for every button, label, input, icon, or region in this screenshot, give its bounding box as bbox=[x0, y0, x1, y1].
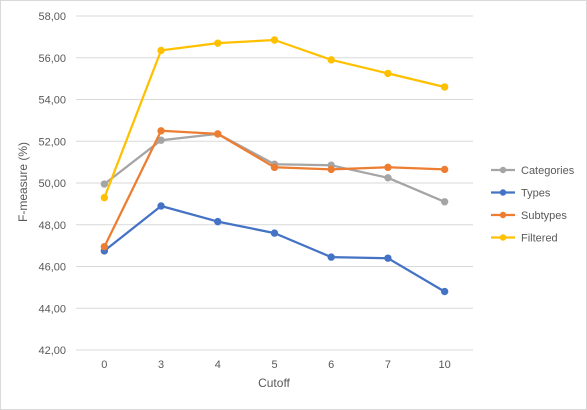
x-tick-label: 5 bbox=[271, 359, 277, 371]
data-point-subtypes bbox=[214, 130, 222, 138]
data-point-filtered bbox=[214, 39, 222, 47]
legend-marker bbox=[499, 166, 507, 174]
y-tick-label: 52,00 bbox=[38, 136, 66, 148]
legend: Categories Types Subtypes Filtered bbox=[491, 165, 575, 245]
data-point-types bbox=[327, 253, 335, 261]
legend-label: Categories bbox=[521, 165, 575, 177]
x-tick-label: 0 bbox=[101, 359, 107, 371]
y-tick-label: 46,00 bbox=[38, 262, 66, 274]
legend-label: Subtypes bbox=[521, 210, 567, 222]
data-point-categories bbox=[157, 136, 165, 144]
legend-item-filtered: Filtered bbox=[491, 233, 558, 245]
y-axis-title: F-measure (%) bbox=[16, 142, 30, 222]
x-tick-label: 4 bbox=[215, 359, 221, 371]
data-point-categories bbox=[384, 174, 392, 182]
data-point-categories bbox=[100, 180, 109, 188]
legend-label: Types bbox=[521, 188, 551, 200]
data-point-subtypes bbox=[270, 163, 279, 172]
x-axis-ticks: 0 3 4 5 6 7 10 bbox=[101, 359, 450, 371]
legend-item-subtypes: Subtypes bbox=[491, 210, 567, 222]
legend-label: Filtered bbox=[521, 233, 558, 245]
series-line-filtered bbox=[103, 38, 445, 199]
series-line-types bbox=[103, 204, 446, 293]
data-point-types bbox=[214, 217, 222, 226]
data-point-subtypes bbox=[440, 165, 449, 174]
x-axis-title: Cutoff bbox=[258, 376, 290, 390]
y-tick-label: 56,00 bbox=[38, 53, 66, 65]
x-tick-label: 6 bbox=[328, 359, 334, 371]
y-axis-ticks: 42,00 44,00 46,00 48,00 50,00 52,00 54,00 56,00… bbox=[38, 11, 66, 357]
data-point-types bbox=[440, 287, 449, 296]
y-tick-label: 42,00 bbox=[38, 345, 66, 357]
data-point-subtypes bbox=[100, 242, 109, 251]
y-tick-label: 54,00 bbox=[38, 95, 66, 107]
y-tick-label: 48,00 bbox=[38, 220, 66, 232]
x-tick-label: 10 bbox=[439, 359, 451, 371]
data-point-filtered bbox=[100, 193, 109, 202]
series-subtypes bbox=[100, 127, 449, 251]
data-point-filtered bbox=[440, 83, 449, 91]
legend-item-types: Types bbox=[491, 188, 551, 200]
data-point-types bbox=[157, 202, 165, 210]
data-point-types bbox=[384, 254, 392, 262]
data-point-filtered bbox=[327, 56, 335, 64]
y-tick-label: 58,00 bbox=[38, 11, 66, 23]
y-tick-label: 50,00 bbox=[38, 178, 66, 190]
legend-marker bbox=[499, 234, 507, 241]
data-point-subtypes bbox=[384, 163, 392, 172]
data-point-categories bbox=[440, 198, 449, 206]
legend-item-categories: Categories bbox=[491, 165, 575, 177]
data-point-subtypes bbox=[327, 165, 335, 174]
data-point-filtered bbox=[384, 69, 392, 78]
data-point-subtypes bbox=[157, 127, 165, 135]
series-lines bbox=[100, 36, 449, 296]
x-tick-label: 7 bbox=[385, 359, 391, 371]
x-tick-label: 3 bbox=[158, 359, 164, 371]
data-point-types bbox=[270, 229, 279, 237]
legend-marker bbox=[499, 211, 507, 219]
series-line-subtypes bbox=[103, 129, 445, 248]
data-point-filtered bbox=[157, 46, 165, 55]
legend-marker bbox=[499, 189, 507, 196]
data-point-filtered bbox=[270, 36, 279, 44]
y-tick-label: 44,00 bbox=[38, 303, 66, 315]
series-types bbox=[100, 202, 449, 296]
series-filtered bbox=[100, 36, 449, 202]
